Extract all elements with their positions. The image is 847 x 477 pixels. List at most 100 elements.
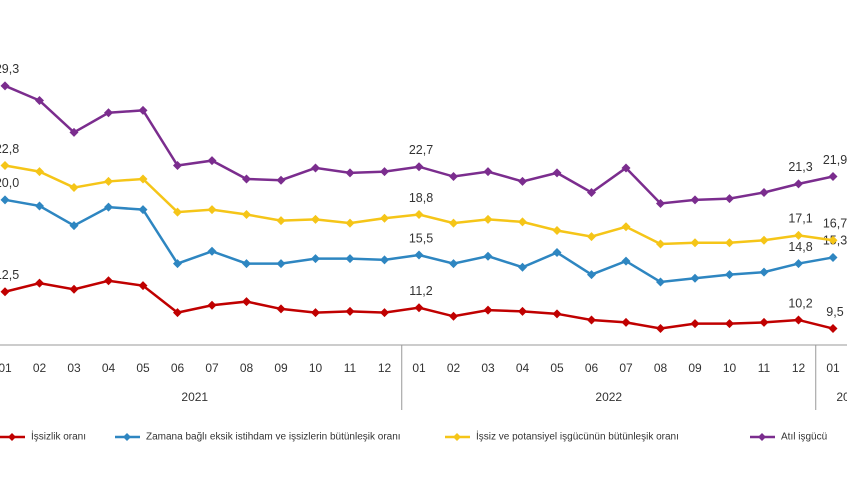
- point-marker: [518, 262, 527, 272]
- point-marker: [380, 308, 389, 318]
- value-label: 22,8: [0, 142, 19, 156]
- point-marker: [828, 172, 838, 182]
- x-tick-label: 09: [274, 361, 288, 375]
- point-marker: [69, 183, 79, 193]
- point-marker: [759, 187, 769, 197]
- point-marker: [828, 252, 838, 262]
- x-tick-label: 10: [309, 361, 323, 375]
- point-marker: [69, 127, 79, 137]
- legend-marker: [8, 433, 16, 441]
- x-tick-label: 12: [792, 361, 806, 375]
- point-marker: [483, 214, 493, 224]
- point-marker: [725, 270, 734, 280]
- point-marker: [138, 281, 148, 291]
- point-marker: [656, 324, 665, 334]
- x-tick-label: 03: [481, 361, 495, 375]
- legend-label: Atıl işgücü: [781, 432, 827, 443]
- point-marker: [207, 205, 217, 215]
- point-marker: [414, 162, 424, 172]
- x-tick-label: 04: [516, 361, 530, 375]
- year-label: 2021: [181, 390, 208, 404]
- legend-label: Zamana bağlı eksik istihdam ve işsizleri…: [146, 432, 401, 443]
- x-tick-label: 01: [826, 361, 840, 375]
- x-tick-label: 01: [412, 361, 426, 375]
- point-marker: [552, 309, 562, 319]
- point-marker: [794, 259, 803, 269]
- value-label: 20,0: [0, 176, 19, 190]
- point-marker: [276, 175, 286, 185]
- value-label: 21,9: [823, 153, 847, 167]
- x-tick-label: 06: [171, 361, 185, 375]
- point-marker: [138, 105, 148, 115]
- point-marker: [0, 81, 10, 91]
- x-tick-label: 11: [758, 361, 771, 375]
- x-tick-label: 07: [619, 361, 633, 375]
- point-marker: [483, 305, 493, 315]
- x-tick-label: 07: [205, 361, 219, 375]
- point-marker: [483, 167, 493, 177]
- point-marker: [621, 317, 631, 327]
- point-marker: [414, 210, 424, 220]
- value-label: 12,5: [0, 268, 19, 282]
- x-tick-label: 03: [67, 361, 81, 375]
- year-label: 20: [836, 390, 847, 404]
- value-label: 9,5: [826, 305, 843, 319]
- x-tick-label: 11: [344, 361, 357, 375]
- point-marker: [656, 198, 665, 208]
- point-marker: [759, 267, 769, 277]
- point-marker: [104, 176, 113, 186]
- point-marker: [690, 195, 700, 205]
- point-marker: [35, 96, 44, 106]
- year-label: 2022: [595, 390, 622, 404]
- point-marker: [104, 202, 113, 212]
- value-label: 15,5: [409, 231, 433, 245]
- x-tick-label: 09: [688, 361, 702, 375]
- point-marker: [35, 201, 44, 211]
- point-marker: [621, 163, 631, 173]
- point-marker: [794, 179, 803, 189]
- point-marker: [35, 167, 44, 177]
- point-marker: [725, 194, 734, 204]
- point-marker: [828, 235, 838, 245]
- point-marker: [449, 259, 458, 269]
- point-marker: [449, 311, 458, 321]
- point-marker: [345, 168, 355, 178]
- point-marker: [552, 168, 562, 178]
- point-marker: [311, 214, 320, 224]
- point-marker: [725, 238, 734, 248]
- x-tick-label: 02: [447, 361, 461, 375]
- point-marker: [518, 217, 527, 227]
- point-marker: [794, 230, 803, 240]
- point-marker: [104, 108, 113, 118]
- value-label: 14,8: [788, 240, 812, 254]
- point-marker: [621, 256, 631, 266]
- point-marker: [552, 248, 562, 258]
- point-marker: [380, 255, 389, 265]
- value-label: 18,8: [409, 191, 433, 205]
- point-marker: [759, 317, 769, 327]
- point-marker: [414, 250, 424, 260]
- point-marker: [242, 210, 251, 220]
- point-marker: [380, 167, 389, 177]
- point-marker: [828, 324, 838, 334]
- point-marker: [483, 251, 493, 261]
- point-marker: [242, 174, 251, 184]
- point-marker: [69, 221, 79, 231]
- value-label: 16,7: [823, 217, 847, 231]
- point-marker: [173, 308, 182, 318]
- point-marker: [449, 172, 458, 182]
- point-marker: [587, 232, 596, 242]
- point-marker: [35, 278, 44, 288]
- x-tick-label: 05: [136, 361, 150, 375]
- point-marker: [138, 205, 148, 215]
- point-marker: [690, 273, 700, 283]
- point-marker: [380, 213, 389, 223]
- point-marker: [794, 315, 803, 325]
- point-marker: [449, 218, 458, 228]
- point-marker: [587, 187, 596, 197]
- value-label: 22,7: [409, 143, 433, 157]
- value-label: 10,2: [788, 296, 812, 310]
- point-marker: [173, 160, 182, 170]
- point-marker: [173, 207, 182, 217]
